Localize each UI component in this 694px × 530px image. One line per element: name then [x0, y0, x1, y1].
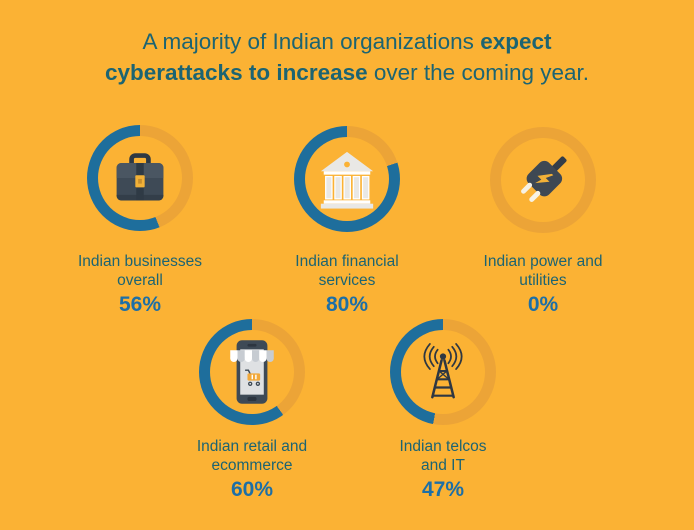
stat-caption: Indian financial services 80%	[272, 252, 422, 317]
stat-label: Indian businesses overall	[77, 253, 203, 289]
title-line-1: A majority of Indian organizations expec…	[0, 26, 694, 57]
bank-icon	[320, 151, 374, 209]
donut-retail-ecommerce	[199, 319, 305, 425]
title-line-2: cyberattacks to increase over the coming…	[0, 57, 694, 88]
donut-hole	[210, 330, 294, 414]
donut-hole	[98, 136, 182, 220]
stat-caption: Indian telcos and IT 47%	[388, 437, 498, 502]
stat-percent: 0%	[527, 293, 559, 316]
page-title: A majority of Indian organizations expec…	[0, 26, 694, 88]
cart	[244, 369, 261, 386]
title-text-bold: cyberattacks to increase	[104, 60, 368, 85]
stat-caption: Indian businesses overall 56%	[65, 252, 215, 317]
donut-hole	[305, 137, 389, 221]
power-plug-icon	[521, 156, 567, 202]
smartphone-store-icon	[230, 340, 274, 404]
donut-businesses-overall	[87, 125, 193, 231]
briefcase-icon	[116, 153, 164, 201]
awning	[230, 350, 274, 363]
title-text: A majority of Indian organizations	[142, 29, 481, 54]
stat-label: Indian telcos and IT	[399, 438, 487, 474]
donut-power-utilities	[490, 127, 596, 233]
stat-label: Indian power and utilities	[483, 253, 603, 289]
stat-percent: 47%	[421, 478, 465, 501]
donut-financial-services	[294, 126, 400, 232]
stat-caption: Indian retail and ecommerce 60%	[172, 437, 332, 502]
donut-hole	[401, 330, 485, 414]
radio-tower-icon	[423, 343, 463, 399]
stat-percent: 80%	[325, 293, 369, 316]
stat-label: Indian retail and ecommerce	[196, 438, 308, 474]
stat-caption: Indian power and utilities 0%	[463, 252, 623, 317]
title-text-bold: expect	[480, 29, 552, 54]
stat-percent: 56%	[118, 293, 162, 316]
stat-percent: 60%	[230, 478, 274, 501]
donut-telcos-it	[390, 319, 496, 425]
donut-hole	[501, 138, 585, 222]
stat-label: Indian financial services	[295, 253, 399, 289]
title-text: over the coming year.	[367, 60, 590, 85]
